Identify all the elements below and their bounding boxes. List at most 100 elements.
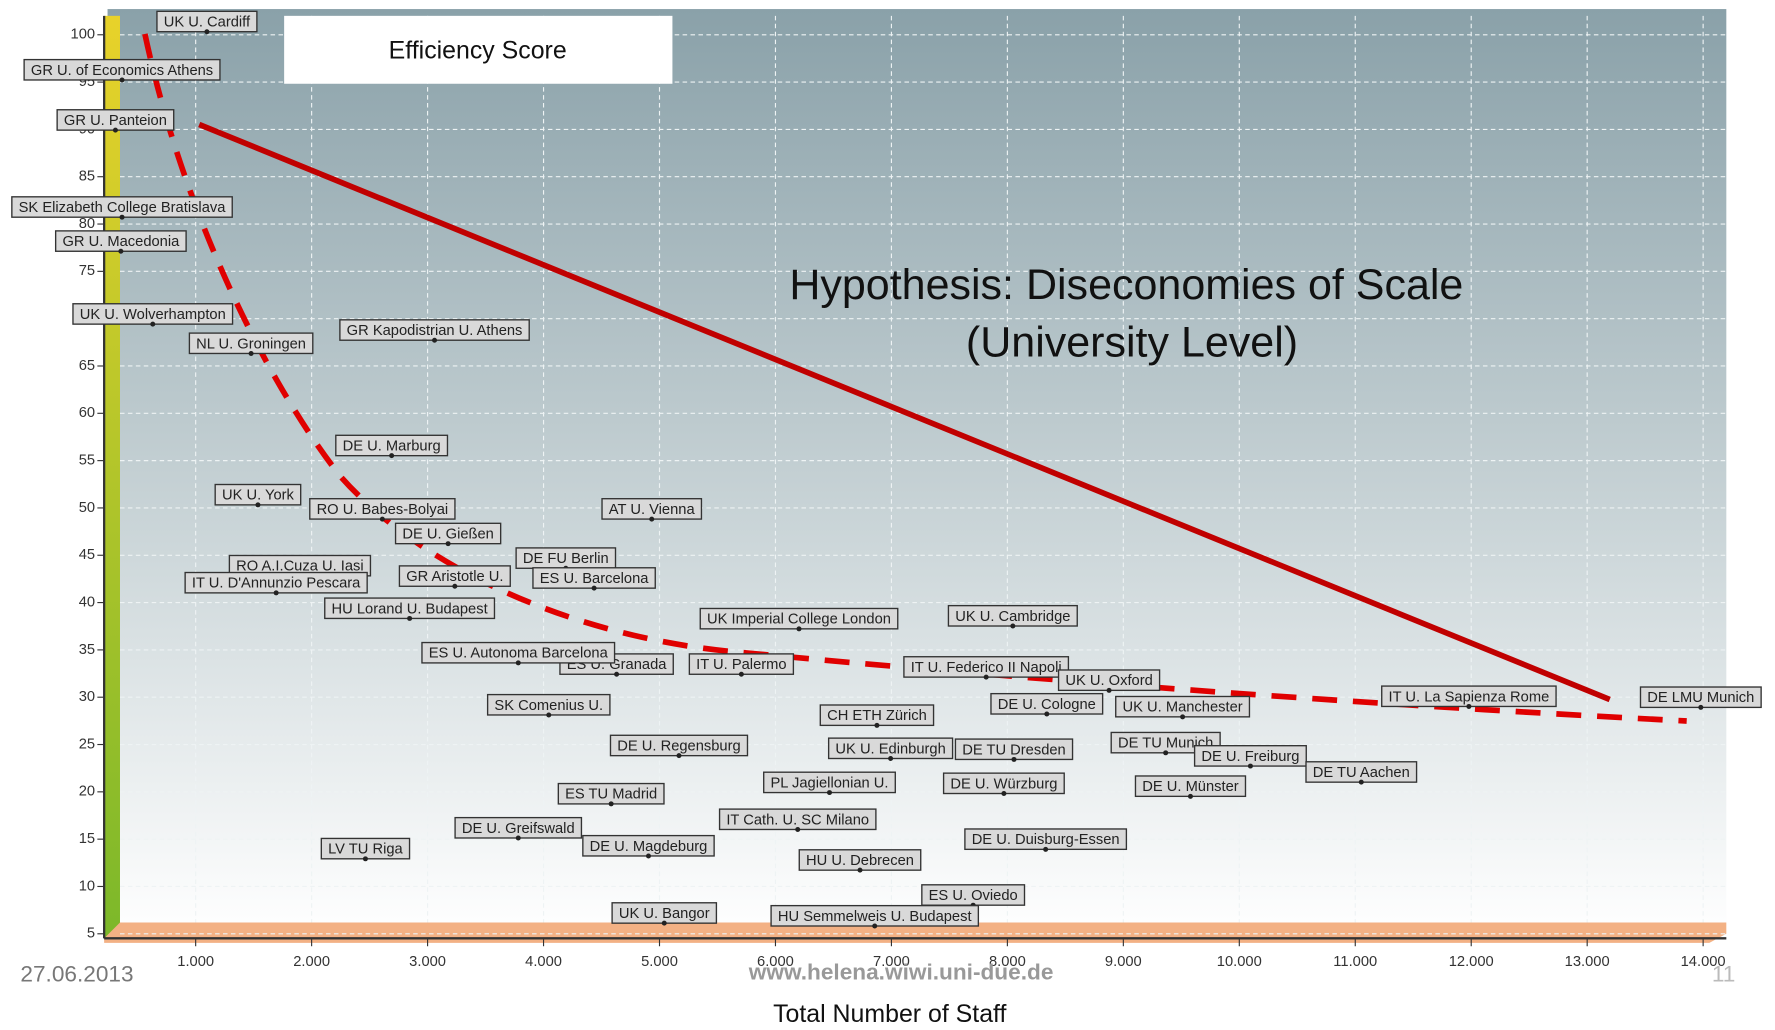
point [389, 453, 395, 459]
point [432, 337, 438, 343]
point-label: DE U. Freiburg [1193, 745, 1307, 769]
point-label: GR U. Macedonia [54, 230, 187, 254]
x-tick-label: 6.000 [757, 954, 794, 970]
point [546, 712, 552, 718]
point-label: IT U. D'Annunzio Pescara [184, 571, 368, 596]
point-label-text: IT Cath. U. SC Milano [726, 812, 869, 828]
point-label: ES U. Autonoma Barcelona [421, 641, 616, 666]
point-label-text: UK Imperial College London [707, 612, 891, 628]
point-label: GR U. Panteion [56, 109, 175, 133]
point-label: ES TU Madrid [557, 782, 665, 807]
point-label-text: CH ETH Zürich [827, 708, 927, 724]
y-tick-label: 80 [79, 216, 95, 232]
point [515, 835, 521, 841]
y-tick-label: 100 [71, 27, 96, 43]
point [591, 585, 597, 591]
point-label-text: ES U. Autonoma Barcelona [429, 646, 609, 662]
point-label-text: NL U. Groningen [196, 336, 306, 352]
y-tick-label: 30 [79, 689, 95, 705]
y-tick-label: 15 [79, 831, 95, 847]
x-tick-label: 5.000 [641, 954, 678, 970]
annotation: (University Level) [966, 319, 1298, 367]
x-tick-label: 13.000 [1565, 954, 1610, 970]
point [150, 321, 156, 327]
points: UK U. Cardiff GR U. of Economics Athens GR… [11, 10, 1762, 929]
point [273, 590, 279, 596]
point-label: DE U. Münster [1134, 775, 1247, 799]
point [857, 867, 863, 873]
point-label: GR Kapodistrian U. Athens [339, 319, 530, 343]
point-label-text: UK U. Bangor [619, 906, 710, 922]
point-label-text: DE U. Marburg [343, 439, 441, 455]
point-label: IT U. Federico II Napoli [903, 656, 1070, 680]
point-label-text: GR U. Macedonia [62, 234, 180, 250]
point [119, 77, 125, 83]
point-label-text: ES TU Madrid [565, 787, 657, 803]
point [795, 826, 801, 832]
y-tick-label: 25 [79, 736, 95, 752]
point-label: AT U. Vienna [601, 498, 703, 522]
point-label-text: DE TU Munich [1118, 736, 1213, 752]
point-label-text: UK U. Oxford [1065, 673, 1152, 689]
y-tick-label: 60 [79, 405, 95, 421]
point-label: DE TU Munich [1110, 731, 1221, 756]
point [1698, 704, 1704, 710]
point-label: DE U. Cologne [990, 692, 1104, 717]
point-label-text: DE U. Würzburg [950, 776, 1057, 792]
point-label: DE FU Berlin [515, 547, 617, 571]
x-tick-label: 4.000 [525, 954, 562, 970]
y-axis-label: Efficiency Score [389, 37, 567, 65]
point-label-text: GR Kapodistrian U. Athens [347, 323, 523, 339]
point-label-text: DE FU Berlin [523, 551, 609, 567]
point-label: UK U. York [214, 483, 302, 508]
point [1001, 791, 1007, 797]
point-label: DE U. Gießen [394, 522, 502, 547]
point-label: ES U. Barcelona [532, 567, 656, 591]
point-label: DE LMU Munich [1639, 686, 1762, 710]
point-label-text: ES U. Oviedo [929, 888, 1018, 904]
y-tick-label: 85 [79, 169, 95, 185]
point-label: HU Lorand U. Budapest [324, 597, 496, 621]
point [379, 516, 385, 522]
point-label: PL Jagiellonian U. [763, 771, 896, 796]
x-tick-label: 3.000 [409, 954, 446, 970]
point-label: RO A.I.Cuza U. Iasi [228, 554, 372, 579]
x-tick-label: 7.000 [873, 954, 910, 970]
point-label: GR Aristotle U. [398, 565, 511, 589]
point-label: HU Semmelweis U. Budapest [770, 904, 980, 929]
point-label-text: DE U. Münster [1142, 779, 1239, 795]
point [119, 214, 125, 220]
point-label: DE U. Duisburg-Essen [964, 828, 1128, 852]
point-label: UK Imperial College London [699, 607, 899, 632]
point [872, 923, 878, 929]
point-label: HU U. Debrecen [798, 849, 922, 873]
point-label-text: GR U. Panteion [64, 113, 167, 129]
point-label-text: RO U. Babes-Bolyai [317, 502, 449, 518]
point-label-text: DE U. Freiburg [1201, 749, 1299, 765]
point-label: UK U. Edinburgh [827, 737, 954, 761]
point [255, 502, 261, 508]
y-label-box [284, 15, 673, 84]
point [796, 626, 802, 632]
y-tick-label: 65 [79, 358, 95, 374]
point [983, 674, 989, 680]
point-label-text: IT U. Federico II Napoli [911, 660, 1062, 676]
point-label: UK U. Wolverhampton [72, 303, 234, 327]
point [827, 790, 832, 796]
point-label-text: DE U. Regensburg [617, 738, 740, 754]
point [888, 756, 894, 761]
point-label: SK Comenius U. [486, 693, 611, 718]
point-label: UK U. Cambridge [947, 604, 1078, 629]
point-label: DE U. Würzburg [942, 772, 1065, 797]
point [1044, 711, 1050, 717]
point-label: DE U. Magdeburg [582, 834, 715, 859]
point-label-text: AT U. Vienna [609, 502, 696, 518]
point [204, 29, 210, 35]
point [608, 801, 614, 807]
page-number: 11 [1712, 962, 1736, 987]
x-tick-label: 11.000 [1333, 954, 1377, 970]
point [1106, 687, 1112, 693]
point-label: IT U. Palermo [688, 653, 795, 677]
x-axis-label: Total Number of Staff [773, 1000, 1006, 1028]
point-label: UK U. Bangor [611, 902, 718, 926]
